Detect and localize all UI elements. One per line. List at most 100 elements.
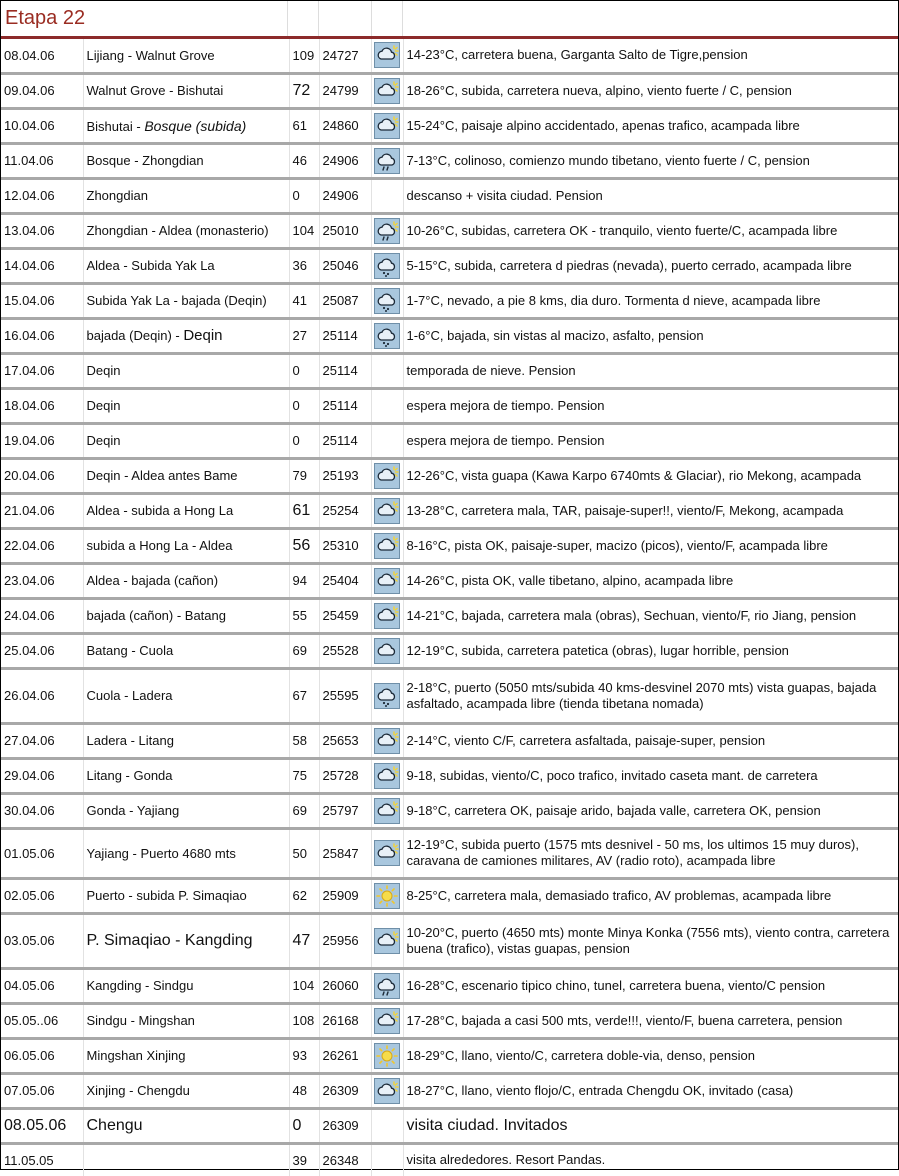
weather-empty xyxy=(374,1147,400,1173)
date-cell: 02.05.06 xyxy=(1,878,84,913)
table-row: 13.04.06 Zhongdian - Aldea (monasterio) 10… xyxy=(1,213,898,248)
page-title: Etapa 22 xyxy=(1,1,288,36)
table-row: 12.04.06 Zhongdian 0 24906 descanso + visita… xyxy=(1,178,898,213)
km-cell: 67 xyxy=(289,668,320,723)
route-cell: Walnut Grove - Bishutai xyxy=(83,73,290,108)
weather-cell xyxy=(371,108,404,143)
notes-cell: 15-24°C, paisaje alpino accidentado, ape… xyxy=(406,117,800,133)
route-text: Gonda - Yajiang xyxy=(86,803,180,818)
km-cell: 79 xyxy=(289,458,320,493)
date-cell: 30.04.06 xyxy=(1,793,84,828)
cloud-sun-icon xyxy=(373,567,400,594)
km-cell: 55 xyxy=(289,598,320,633)
notes-cell: 17-28°C, bajada a casi 500 mts, verde!!!… xyxy=(406,1012,843,1028)
table-row: 06.05.06 Mingshan Xinjing 93 26261 18-29°C, … xyxy=(1,1038,898,1073)
total-km-cell: 24906 xyxy=(319,178,372,213)
date-cell: 19.04.06 xyxy=(1,423,84,458)
cloud-sun-icon xyxy=(373,112,400,139)
total-km-cell: 25254 xyxy=(319,493,372,528)
route-cell: Bosque - Zhongdian xyxy=(83,143,290,178)
notes-cell: 1-6°C, bajada, sin vistas al macizo, asf… xyxy=(406,327,704,343)
total-km-cell: 26261 xyxy=(319,1038,372,1073)
notes-cell: 18-27°C, llano, viento flojo/C, entrada … xyxy=(406,1082,794,1098)
total-km-cell: 25114 xyxy=(319,423,372,458)
route-text: Lijiang - Walnut Grove xyxy=(86,47,215,63)
km-cell: 69 xyxy=(289,793,320,828)
date-cell: 14.04.06 xyxy=(1,248,84,283)
route-text: Xinjing - Chengdu xyxy=(86,1083,190,1098)
weather-cell xyxy=(371,1038,404,1073)
total-km-cell: 26168 xyxy=(319,1003,372,1038)
route-cell: Litang - Gonda xyxy=(83,758,290,793)
weather-cell xyxy=(371,633,404,668)
date-cell: 25.04.06 xyxy=(1,633,84,668)
table-row: 17.04.06 Deqin 0 25114 temporada de nieve. P… xyxy=(1,353,898,388)
date-cell: 23.04.06 xyxy=(1,563,84,598)
route-text: Yajiang - Puerto 4680 mts xyxy=(86,845,236,861)
total-km-cell: 25528 xyxy=(319,633,372,668)
route-cell: Aldea - Subida Yak La xyxy=(83,248,290,283)
cloud-icon xyxy=(373,637,400,664)
weather-cell xyxy=(371,563,404,598)
notes-cell: temporada de nieve. Pension xyxy=(406,362,576,378)
km-cell: 72 xyxy=(289,73,320,108)
notes-cell: 12-19°C, subida puerto (1575 mts desnive… xyxy=(406,837,859,868)
km-cell: 61 xyxy=(289,108,320,143)
cloud-snow-icon xyxy=(373,287,400,314)
km-cell: 104 xyxy=(289,968,320,1003)
weather-cell xyxy=(371,913,404,968)
route-text: Bosque - Zhongdian xyxy=(86,153,204,168)
weather-cell xyxy=(371,248,404,283)
route-cell: Puerto - subida P. Simaqiao xyxy=(83,878,290,913)
total-km-cell: 25909 xyxy=(319,878,372,913)
km-cell: 69 xyxy=(289,633,320,668)
notes-cell: espera mejora de tiempo. Pension xyxy=(406,397,605,413)
total-km-cell: 25797 xyxy=(319,793,372,828)
table-row: 29.04.06 Litang - Gonda 75 25728 9-18, subid… xyxy=(1,758,898,793)
notes-cell: 2-18°C, puerto (5050 mts/subida 40 kms-d… xyxy=(406,679,877,711)
route-text: Subida Yak La - bajada (Deqin) xyxy=(86,293,267,308)
notes-cell: 8-16°C, pista OK, paisaje-super, macizo … xyxy=(406,537,828,553)
cloud-sun-icon xyxy=(373,727,400,754)
total-km-cell: 25653 xyxy=(319,723,372,758)
weather-cell xyxy=(371,39,404,73)
km-cell: 58 xyxy=(289,723,320,758)
date-cell: 10.04.06 xyxy=(1,108,84,143)
route-text: Ladera - Litang xyxy=(86,733,174,748)
weather-cell xyxy=(371,828,404,878)
cloud-snow-icon xyxy=(373,322,400,349)
cloud-sun-icon xyxy=(373,602,400,629)
weather-empty xyxy=(374,428,400,454)
notes-cell: 9-18, subidas, viento/C, poco trafico, i… xyxy=(406,767,818,783)
date-cell: 07.05.06 xyxy=(1,1073,84,1108)
date-cell: 12.04.06 xyxy=(1,178,84,213)
cloud-snow-icon xyxy=(373,252,400,279)
total-km-cell: 25114 xyxy=(319,388,372,423)
cloud-rain-icon xyxy=(373,147,400,174)
notes-cell: 7-13°C, colinoso, comienzo mundo tibetan… xyxy=(406,152,810,168)
table-row: 11.04.06 Bosque - Zhongdian 46 24906 7-13°C,… xyxy=(1,143,898,178)
date-cell: 24.04.06 xyxy=(1,598,84,633)
km-cell: 39 xyxy=(289,1143,320,1176)
table-row: 10.04.06 Bishutai - Bosque (subida) 61 2486… xyxy=(1,108,898,143)
route-emphasis: Bosque (subida) xyxy=(144,117,247,134)
total-km-cell: 25404 xyxy=(319,563,372,598)
route-cell: Subida Yak La - bajada (Deqin) xyxy=(83,283,290,318)
weather-cell xyxy=(371,73,404,108)
km-cell: 75 xyxy=(289,758,320,793)
cloud-sun-icon xyxy=(373,1007,400,1034)
km-cell: 108 xyxy=(289,1003,320,1038)
route-text: Chengu xyxy=(86,1116,143,1134)
cloud-sun-rain-icon xyxy=(373,217,400,244)
route-text: Puerto - subida P. Simaqiao xyxy=(86,888,247,903)
km-cell: 61 xyxy=(289,493,320,528)
route-text: Aldea - subida a Hong La xyxy=(86,503,234,518)
table-row: 05.05..06 Sindgu - Mingshan 108 26168 17-28°… xyxy=(1,1003,898,1038)
route-cell: Ladera - Litang xyxy=(83,723,290,758)
table-row: 15.04.06 Subida Yak La - bajada (Deqin) 41… xyxy=(1,283,898,318)
route-text: P. Simaqiao - Kangding xyxy=(86,931,253,949)
weather-empty xyxy=(374,183,400,209)
table-row: 18.04.06 Deqin 0 25114 espera mejora de tiem… xyxy=(1,388,898,423)
route-cell: Mingshan Xinjing xyxy=(83,1038,290,1073)
